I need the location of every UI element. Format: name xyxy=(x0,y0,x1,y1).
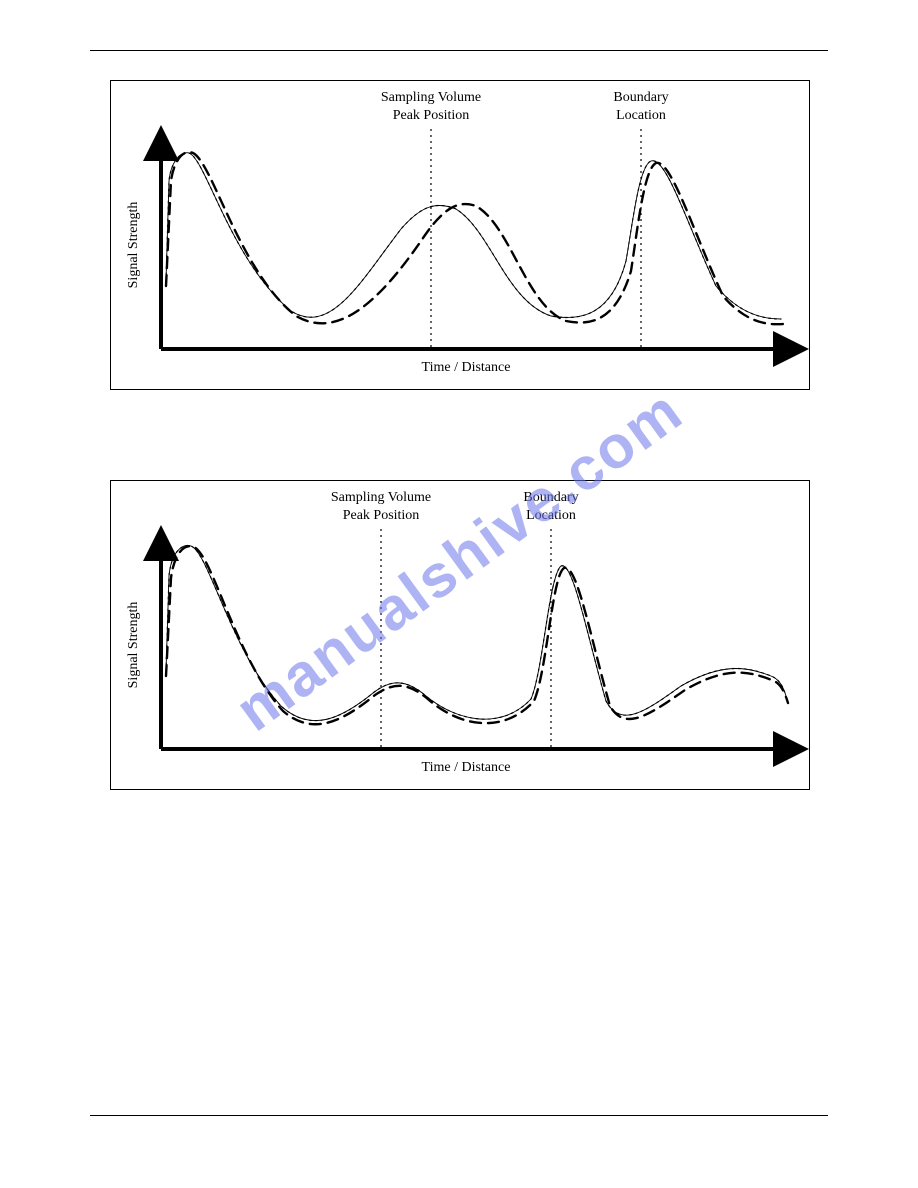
svg-text:Sampling Volume: Sampling Volume xyxy=(331,490,431,505)
svg-text:Peak Position: Peak Position xyxy=(393,108,470,123)
svg-text:Signal Strength: Signal Strength xyxy=(126,602,141,689)
svg-text:Peak Position: Peak Position xyxy=(343,508,420,523)
bottom-rule xyxy=(90,1115,828,1116)
svg-text:Time / Distance: Time / Distance xyxy=(422,360,511,375)
svg-text:Signal Strength: Signal Strength xyxy=(126,202,141,289)
chart-2-svg: Sampling Volume Peak Position Boundary Loca… xyxy=(111,481,809,789)
svg-text:Boundary: Boundary xyxy=(613,90,668,105)
chart-1-svg: Sampling Volume Peak Position Boundary Loca… xyxy=(111,81,809,389)
svg-text:Boundary: Boundary xyxy=(523,490,578,505)
chart-box-1: Sampling Volume Peak Position Boundary Loca… xyxy=(110,80,810,390)
chart-box-2: Sampling Volume Peak Position Boundary Loca… xyxy=(110,480,810,790)
svg-text:Time / Distance: Time / Distance xyxy=(422,760,511,775)
svg-text:Location: Location xyxy=(526,508,576,523)
top-rule xyxy=(90,50,828,51)
page: Sampling Volume Peak Position Boundary Loca… xyxy=(0,0,918,1188)
svg-text:Location: Location xyxy=(616,108,666,123)
svg-text:Sampling Volume: Sampling Volume xyxy=(381,90,481,105)
